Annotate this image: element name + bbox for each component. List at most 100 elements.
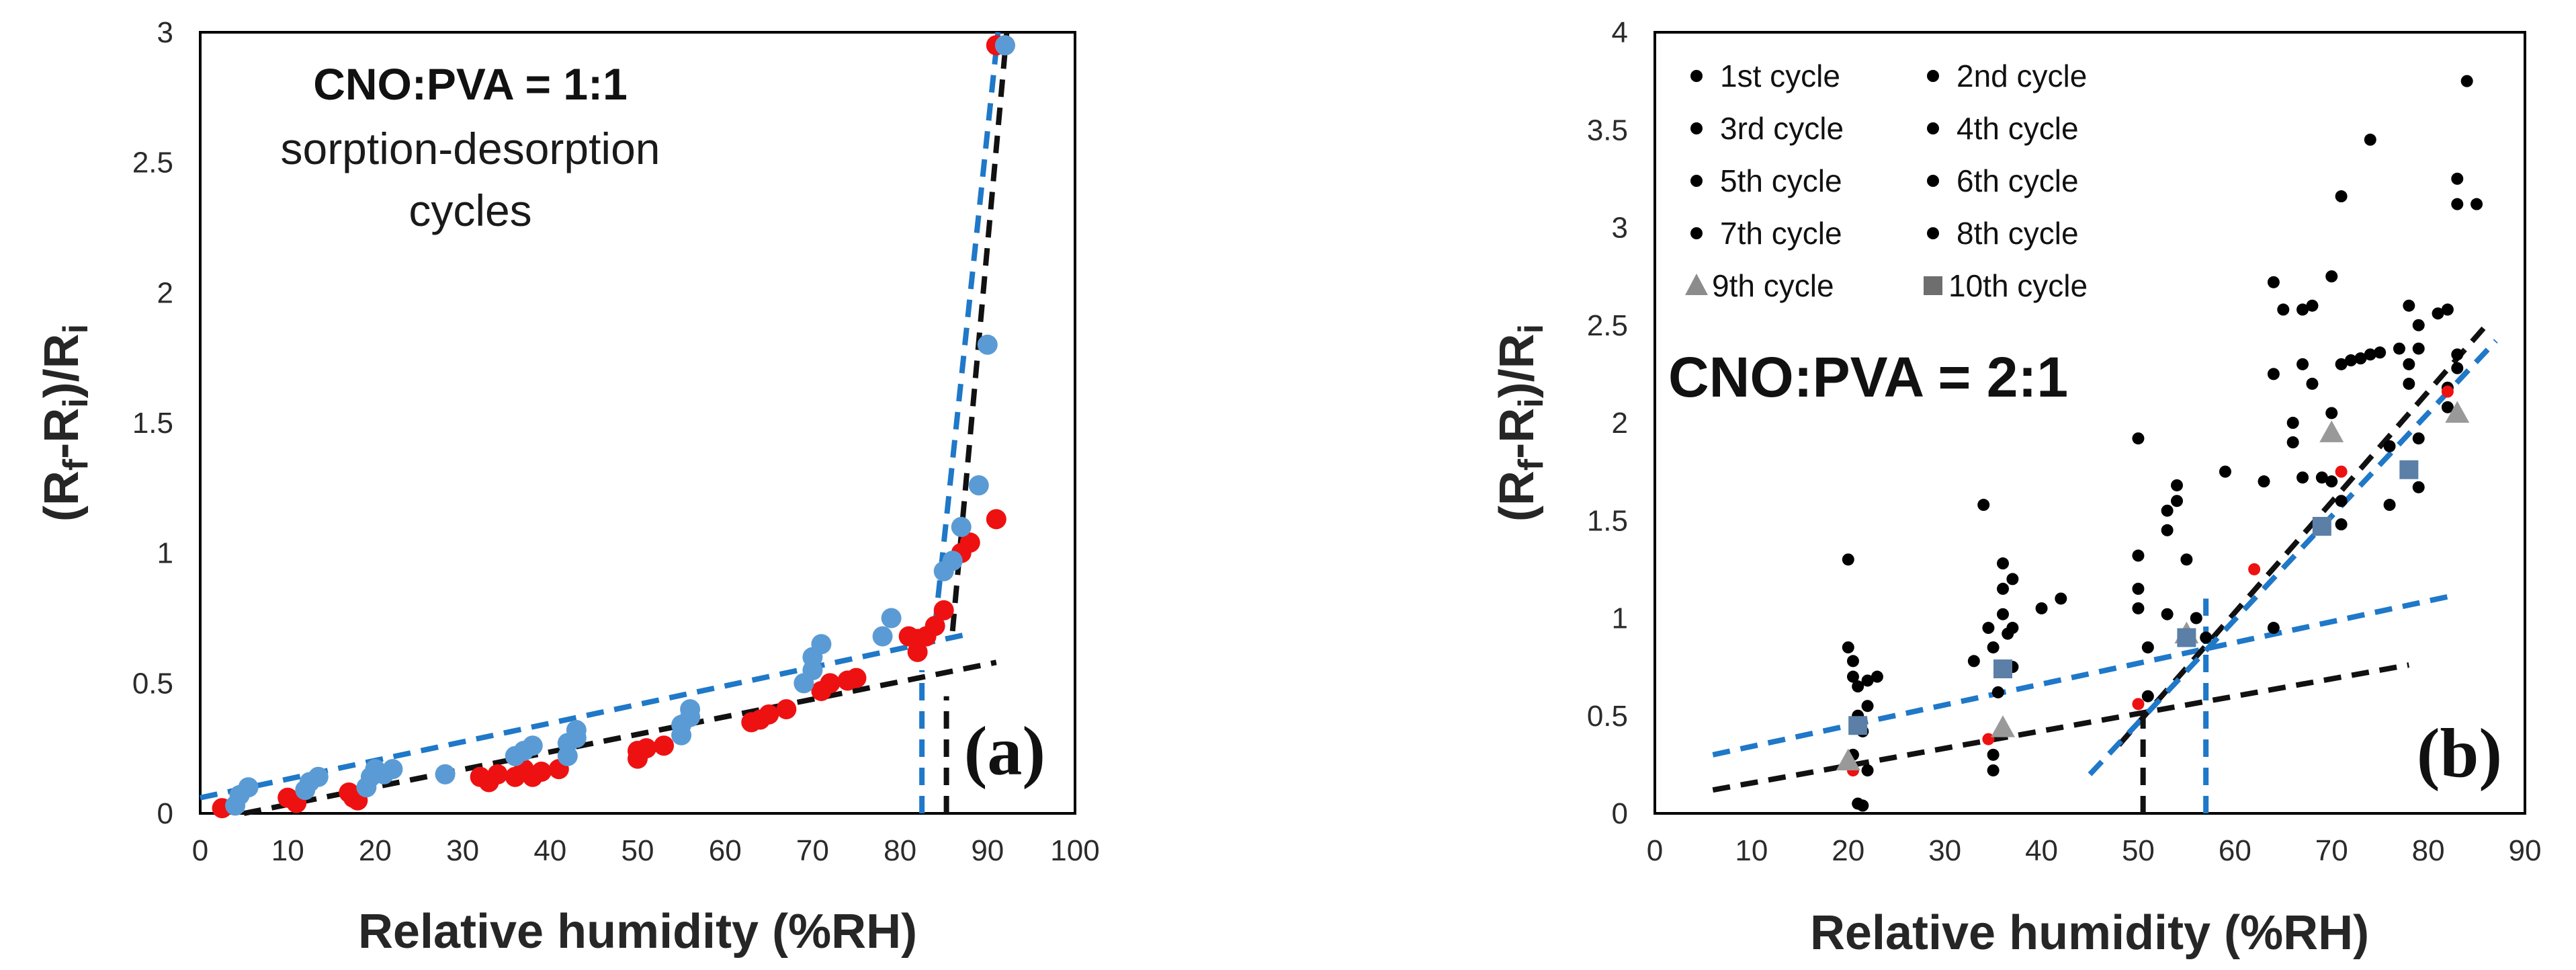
- y-tick-label: 3: [157, 16, 173, 49]
- y-tick-label: 1: [157, 537, 173, 570]
- tick-labels-b: 0 10 20 30 40 50 60 70 80 90 0 0.5 1 1.5 2 2.5 3 3.5 4: [1587, 16, 2542, 867]
- data-point: [1856, 799, 1869, 812]
- data-point: [2161, 524, 2174, 536]
- y-tick-label: 3: [1612, 212, 1628, 245]
- data-point: [2171, 495, 2183, 508]
- data-point: [680, 699, 701, 720]
- data-point: [1982, 622, 1995, 635]
- trend-line: [932, 32, 1001, 627]
- data-point: [382, 759, 403, 780]
- y-tick-label: 2: [1612, 407, 1628, 440]
- data-point: [820, 673, 841, 694]
- data-point: [2296, 471, 2309, 484]
- chart-panel-b: 0 10 20 30 40 50 60 70 80 90 0 0.5 1 1.5 2 2.5 3 3.5 4 1st…: [1490, 16, 2541, 960]
- data-point: [1993, 659, 2012, 679]
- trend-line: [2088, 339, 2498, 776]
- x-tick-label: 10: [1735, 834, 1768, 867]
- data-point: [1861, 674, 1874, 687]
- y-tick-label: 2.5: [1587, 309, 1628, 342]
- data-point: [2335, 495, 2348, 508]
- data-point: [2055, 592, 2067, 605]
- panel-label-a: (a): [964, 713, 1045, 790]
- y-tick-label: 2: [157, 276, 173, 309]
- data-points-a: [212, 35, 1015, 819]
- data-point: [2471, 198, 2483, 210]
- data-point: [308, 766, 329, 787]
- data-point: [1846, 670, 1859, 683]
- data-point: [951, 516, 972, 537]
- data-point: [1991, 715, 2015, 737]
- data-point: [2335, 518, 2348, 531]
- data-point: [2141, 690, 2154, 702]
- data-point: [776, 699, 797, 720]
- trend-line: [1712, 592, 2458, 758]
- trend-lines-b: [1712, 323, 2498, 813]
- legend-marker: [1927, 122, 1939, 134]
- data-point: [2403, 358, 2415, 370]
- data-point: [2374, 346, 2387, 359]
- trend-line: [1712, 662, 2410, 793]
- data-point: [238, 777, 259, 798]
- data-point: [2335, 465, 2348, 478]
- x-tick-label: 30: [446, 834, 479, 867]
- legend-marker: [1690, 122, 1703, 134]
- x-tick-label: 50: [2122, 834, 2155, 867]
- data-point: [2267, 276, 2280, 288]
- data-point: [2161, 608, 2174, 620]
- x-tick-label: 20: [1832, 834, 1864, 867]
- legend-label: 1st cycle: [1720, 58, 1840, 93]
- data-point: [2364, 133, 2376, 146]
- data-point: [907, 641, 928, 662]
- data-point: [2412, 481, 2425, 493]
- data-point: [1987, 641, 2000, 654]
- data-point: [2335, 190, 2348, 203]
- data-point: [2267, 622, 2280, 635]
- data-point: [2451, 198, 2464, 210]
- data-point: [2306, 299, 2319, 312]
- data-point: [2296, 358, 2309, 370]
- legend-marker: [1924, 276, 1942, 295]
- y-tick-label: 0: [1612, 797, 1628, 830]
- data-point: [435, 764, 456, 784]
- data-point: [1967, 655, 1980, 668]
- data-point: [636, 738, 657, 759]
- data-point: [1997, 582, 2009, 595]
- data-point: [968, 475, 989, 495]
- data-point: [522, 735, 543, 756]
- y-tick-label: 2.5: [132, 147, 173, 179]
- data-point: [1997, 608, 2009, 620]
- data-point: [2383, 499, 2396, 512]
- data-point: [1861, 764, 1874, 777]
- data-point: [2412, 432, 2425, 445]
- data-point: [1842, 553, 1854, 566]
- data-point: [2277, 303, 2290, 316]
- y-tick-label: 1.5: [1587, 504, 1628, 537]
- data-point: [959, 532, 980, 553]
- data-point: [1852, 680, 1864, 693]
- legend-marker: [1690, 70, 1703, 82]
- data-points-b: [1836, 75, 2483, 812]
- data-point: [2445, 401, 2470, 423]
- data-point: [2132, 432, 2145, 445]
- y-tick-label: 3.5: [1587, 114, 1628, 147]
- data-point: [2267, 368, 2280, 380]
- data-point: [2364, 348, 2376, 361]
- legend-b: 1st cycle 2nd cycle 3rd cycle 4th cycle 5th …: [1685, 58, 2088, 303]
- data-point: [759, 704, 779, 725]
- data-point: [1848, 716, 1868, 735]
- x-tick-label: 70: [796, 834, 829, 867]
- data-point: [1836, 748, 1860, 770]
- x-tick-label: 20: [359, 834, 392, 867]
- data-point: [2315, 471, 2328, 484]
- trend-line: [2116, 323, 2489, 747]
- data-point: [2132, 549, 2145, 562]
- data-point: [1991, 686, 2004, 698]
- legend-label: 4th cycle: [1957, 111, 2079, 146]
- data-point: [2161, 504, 2174, 517]
- legend-label: 10th cycle: [1948, 268, 2088, 303]
- x-tick-label: 10: [271, 834, 304, 867]
- data-point: [2035, 602, 2048, 614]
- x-tick-label: 40: [533, 834, 566, 867]
- x-tick-label: 70: [2315, 834, 2348, 867]
